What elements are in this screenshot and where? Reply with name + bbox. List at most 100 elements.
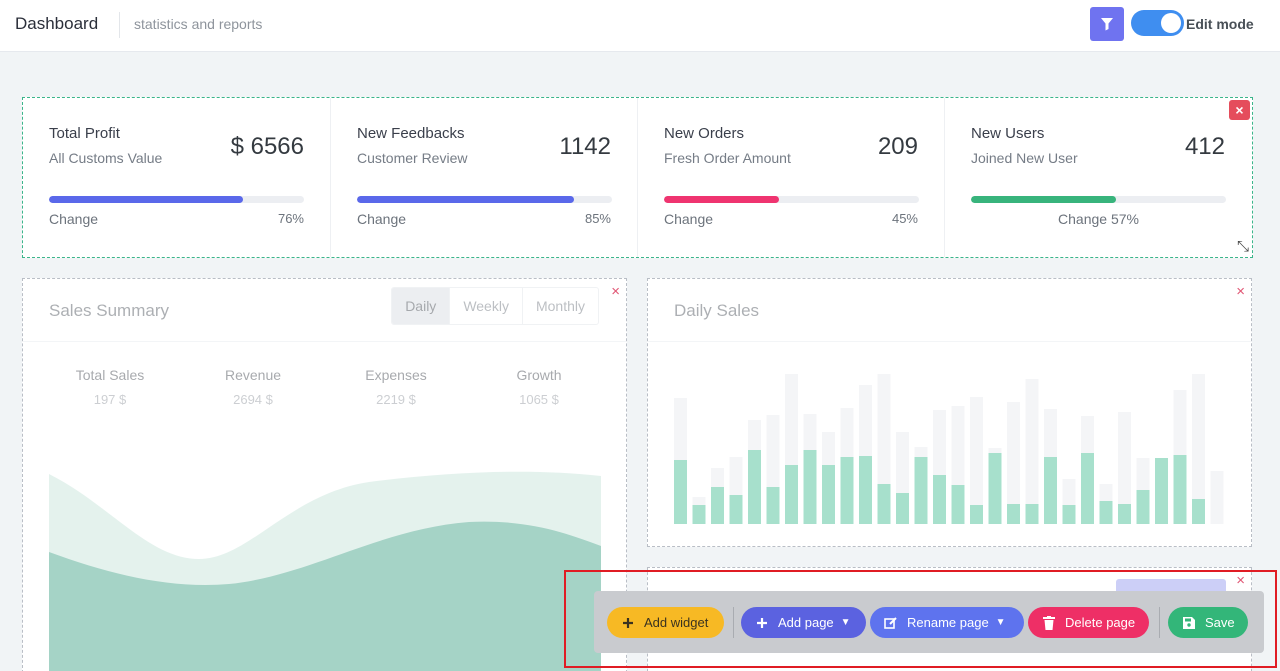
chevron-down-icon: ▼ xyxy=(995,617,1006,628)
progress-track xyxy=(971,196,1226,203)
page-subtitle: statistics and reports xyxy=(134,16,263,32)
plus-icon xyxy=(621,616,635,630)
filter-button[interactable] xyxy=(1090,7,1124,41)
change-percent: 85% xyxy=(584,211,611,226)
bar-value xyxy=(1007,504,1020,524)
close-icon[interactable]: × xyxy=(1236,572,1245,589)
bar-background xyxy=(711,468,724,524)
change-percent: 45% xyxy=(891,211,918,226)
bar-value xyxy=(1062,505,1076,524)
daily-sales-bar-chart xyxy=(674,374,1224,524)
daily-sales-widget[interactable]: Daily Sales × xyxy=(647,278,1252,547)
tab-daily[interactable]: Daily xyxy=(392,288,450,324)
add-widget-button[interactable]: Add widget xyxy=(607,607,724,638)
stat-title: New Orders xyxy=(664,125,745,142)
metric-expenses: Expenses 2219 $ xyxy=(336,367,456,407)
bar-background xyxy=(1118,412,1131,524)
bar-value xyxy=(988,453,1002,524)
bar-background xyxy=(748,420,761,524)
add-widget-label: Add widget xyxy=(644,615,709,630)
bar-background xyxy=(840,408,854,524)
bar-value xyxy=(711,487,724,524)
bar-value xyxy=(692,505,706,524)
change-label: Change xyxy=(664,211,714,227)
plus-icon xyxy=(755,616,769,630)
toolbar-divider xyxy=(1159,607,1160,638)
stat-value: 412 xyxy=(1184,133,1225,160)
bar-value xyxy=(1192,499,1205,524)
chevron-down-icon: ▼ xyxy=(840,617,851,628)
progress-track xyxy=(357,196,612,203)
save-icon xyxy=(1182,616,1196,630)
tab-monthly[interactable]: Monthly xyxy=(521,288,598,324)
bar-background xyxy=(1155,466,1168,524)
bar-background xyxy=(1210,471,1224,524)
bar-background xyxy=(692,497,706,524)
change-percent: 76% xyxy=(277,211,304,226)
bar-value xyxy=(1155,458,1168,524)
change-label: Change 57% xyxy=(1058,211,1139,227)
bar-background xyxy=(674,398,687,524)
rename-page-label: Rename page xyxy=(907,615,989,630)
daily-sales-content: Daily Sales xyxy=(648,279,1251,546)
progress-fill xyxy=(971,196,1117,203)
progress-track xyxy=(49,196,304,203)
add-page-button[interactable]: Add page ▼ xyxy=(741,607,866,638)
bar-value xyxy=(896,493,909,524)
bar-value xyxy=(1025,504,1039,524)
bar-value xyxy=(840,457,854,524)
toolbar-highlight-frame xyxy=(564,570,1277,668)
bar-value xyxy=(951,485,965,524)
bar-background xyxy=(803,414,817,524)
bar-background xyxy=(877,374,891,524)
change-label: Change xyxy=(357,211,407,227)
sales-summary-widget[interactable]: Sales Summary Daily Weekly Monthly Total… xyxy=(22,278,627,671)
bar-background xyxy=(933,410,946,524)
close-icon[interactable]: × xyxy=(1236,283,1245,300)
bar-value xyxy=(970,505,983,524)
bar-background xyxy=(914,447,928,524)
metric-revenue: Revenue 2694 $ xyxy=(193,367,313,407)
bar-value xyxy=(914,457,928,524)
stat-value: $ 6566 xyxy=(230,133,304,160)
trash-icon xyxy=(1042,615,1056,630)
metric-value: 2694 $ xyxy=(233,392,273,407)
bar-background xyxy=(785,374,798,524)
progress-track xyxy=(664,196,919,203)
rename-page-button[interactable]: Rename page ▼ xyxy=(870,607,1024,638)
stat-new-users: New Users Joined New User 412 Change 57% xyxy=(944,98,1251,257)
bar-background xyxy=(859,385,872,524)
save-button[interactable]: Save xyxy=(1168,607,1248,638)
stat-subtitle: Customer Review xyxy=(357,150,468,166)
header-divider xyxy=(23,341,626,342)
stats-widget[interactable]: Total Profit All Customs Value $ 6566 Ch… xyxy=(22,97,1253,258)
stat-total-profit: Total Profit All Customs Value $ 6566 Ch… xyxy=(23,98,330,257)
bar-value xyxy=(933,475,946,524)
delete-page-button[interactable]: Delete page xyxy=(1028,607,1149,638)
stat-value: 1142 xyxy=(559,133,611,160)
close-widget-button[interactable]: × xyxy=(1229,100,1250,120)
metric-label: Revenue xyxy=(224,367,282,383)
bar-value xyxy=(1044,457,1057,524)
stat-title: New Users xyxy=(971,125,1045,142)
stat-new-feedbacks: New Feedbacks Customer Review 1142 Chang… xyxy=(330,98,637,257)
bar-value xyxy=(803,450,817,524)
bar-background xyxy=(1192,374,1205,524)
progress-fill xyxy=(664,196,779,203)
bar-background xyxy=(1173,390,1187,524)
progress-fill xyxy=(49,196,243,203)
stat-title: New Feedbacks xyxy=(357,125,465,142)
top-header: Dashboard statistics and reports Edit mo… xyxy=(0,0,1280,52)
close-icon[interactable]: × xyxy=(611,283,620,300)
bar-background xyxy=(1062,479,1076,524)
bar-value xyxy=(877,484,891,524)
bar-value xyxy=(766,487,780,524)
metric-value: 1065 $ xyxy=(519,392,559,407)
edit-mode-toggle[interactable] xyxy=(1131,10,1184,36)
bar-background xyxy=(970,397,983,524)
stat-title: Total Profit xyxy=(49,125,120,142)
progress-fill xyxy=(357,196,574,203)
stat-subtitle: Fresh Order Amount xyxy=(664,150,791,166)
resize-handle-icon[interactable]: ⤡ xyxy=(1236,238,1249,255)
tab-weekly[interactable]: Weekly xyxy=(449,288,522,324)
